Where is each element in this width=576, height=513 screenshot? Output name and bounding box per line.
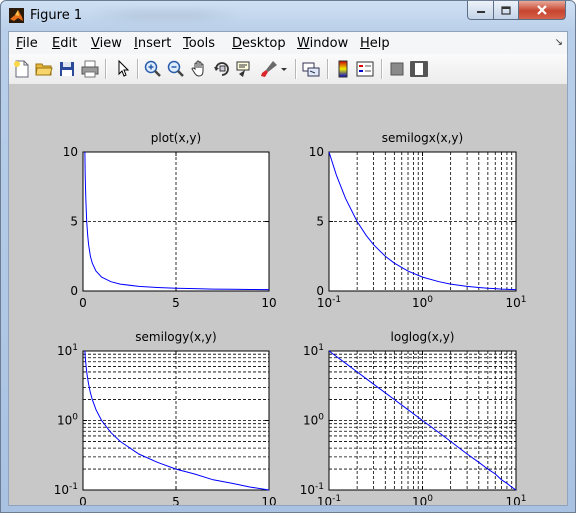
y-tick-label: 0 bbox=[316, 284, 324, 298]
axes-title: semilogx(x,y) bbox=[382, 131, 463, 145]
close-icon bbox=[537, 5, 547, 15]
axes-title: semilogy(x,y) bbox=[135, 330, 216, 344]
axes-2: 10-1 100 101 0 5 10 semilogx(x,y) bbox=[309, 131, 527, 310]
y-tick-label: 10 bbox=[309, 145, 324, 159]
minimize-button[interactable] bbox=[467, 1, 494, 20]
toolbar-separator bbox=[381, 59, 383, 79]
blurred-title-region bbox=[91, 9, 241, 21]
menu-tools[interactable]: Tools bbox=[183, 36, 216, 51]
x-tick-label: 10 bbox=[261, 296, 276, 310]
axes-3: 0 5 10 10-1 100 101 semilogy(x,y) bbox=[54, 330, 277, 509]
y-tick-label: 5 bbox=[316, 215, 324, 229]
y-tick-label: 100 bbox=[57, 413, 78, 428]
axes-1: 0 5 10 0 5 10 plot(x,y) bbox=[63, 131, 277, 310]
toolbar-separator bbox=[327, 59, 329, 79]
title-bar[interactable]: Figure 1 bbox=[1, 1, 575, 31]
print-icon[interactable] bbox=[80, 59, 100, 79]
dock-arrow-icon[interactable]: ↘ bbox=[554, 37, 563, 48]
x-tick-label: 10-1 bbox=[317, 494, 341, 505]
axes-title: plot(x,y) bbox=[151, 131, 201, 145]
maximize-button[interactable] bbox=[493, 1, 519, 20]
hide-plot-tools-icon[interactable] bbox=[387, 59, 407, 79]
y-tick-label: 0 bbox=[70, 284, 78, 298]
menu-desktop[interactable]: Desktop bbox=[232, 36, 286, 51]
link-plot-icon[interactable] bbox=[301, 59, 321, 79]
colorbar-icon[interactable] bbox=[333, 59, 353, 79]
matlab-logo-icon bbox=[9, 8, 24, 23]
zoom-out-icon[interactable] bbox=[166, 59, 186, 79]
x-tick-label: 0 bbox=[79, 495, 87, 505]
menu-file[interactable]: File bbox=[16, 36, 38, 51]
new-figure-icon[interactable] bbox=[12, 59, 32, 79]
x-tick-label: 10 bbox=[261, 495, 276, 505]
toolbar-separator bbox=[137, 59, 139, 79]
x-tick-label: 100 bbox=[412, 494, 433, 505]
y-tick-label: 10-1 bbox=[54, 482, 78, 497]
x-tick-label: 0 bbox=[79, 296, 87, 310]
x-tick-label: 101 bbox=[505, 295, 526, 310]
x-tick-label: 100 bbox=[412, 295, 433, 310]
legend-icon[interactable] bbox=[355, 59, 375, 79]
x-tick-label: 5 bbox=[172, 296, 180, 310]
menu-view[interactable]: View bbox=[91, 36, 122, 51]
save-icon[interactable] bbox=[57, 59, 77, 79]
menu-edit[interactable]: Edit bbox=[52, 36, 78, 51]
data-cursor-icon[interactable] bbox=[235, 59, 255, 79]
y-tick-label: 101 bbox=[303, 343, 324, 358]
menu-insert[interactable]: Insert bbox=[134, 36, 172, 51]
open-file-icon[interactable] bbox=[34, 59, 54, 79]
brush-dropdown-icon[interactable] bbox=[279, 59, 289, 79]
y-tick-label: 101 bbox=[57, 343, 78, 358]
series-line bbox=[84, 151, 270, 291]
x-tick-label: 10-1 bbox=[317, 295, 341, 310]
pan-icon[interactable] bbox=[189, 59, 209, 79]
y-tick-label: 10 bbox=[63, 145, 78, 159]
rotate-3d-icon[interactable] bbox=[212, 59, 232, 79]
close-button[interactable] bbox=[518, 1, 566, 20]
y-tick-label: 5 bbox=[70, 215, 78, 229]
zoom-in-icon[interactable] bbox=[143, 59, 163, 79]
menu-help[interactable]: Help bbox=[360, 36, 390, 51]
y-tick-label: 10-1 bbox=[300, 482, 324, 497]
toolbar-separator bbox=[295, 59, 297, 79]
y-tick-label: 100 bbox=[303, 413, 324, 428]
brush-icon[interactable] bbox=[259, 59, 279, 79]
maximize-icon bbox=[501, 5, 511, 15]
figure-toolbar bbox=[9, 54, 567, 85]
series-line bbox=[328, 350, 517, 491]
menu-window[interactable]: Window bbox=[297, 36, 349, 51]
toolbar-separator bbox=[105, 59, 107, 79]
menu-bar: File Edit View Insert Tools Desktop Wind… bbox=[9, 32, 567, 54]
x-tick-label: 5 bbox=[172, 495, 180, 505]
figure-client-area: File Edit View Insert Tools Desktop Wind… bbox=[8, 31, 568, 509]
axes-title: loglog(x,y) bbox=[391, 330, 455, 344]
figure-canvas: 0 5 10 0 5 10 plot(x,y) 10-1 100 101 0 5 10 semilogx(… bbox=[9, 85, 567, 509]
pointer-icon[interactable] bbox=[113, 59, 133, 79]
minimize-icon bbox=[476, 11, 485, 13]
series-line bbox=[84, 350, 270, 491]
axes-4: 10-1 100 101 10-1 100 101 loglog(x,y) bbox=[300, 330, 527, 509]
series-line bbox=[328, 151, 517, 291]
show-plot-tools-icon[interactable] bbox=[409, 59, 429, 79]
window-title: Figure 1 bbox=[30, 8, 83, 23]
x-tick-label: 101 bbox=[505, 494, 526, 505]
